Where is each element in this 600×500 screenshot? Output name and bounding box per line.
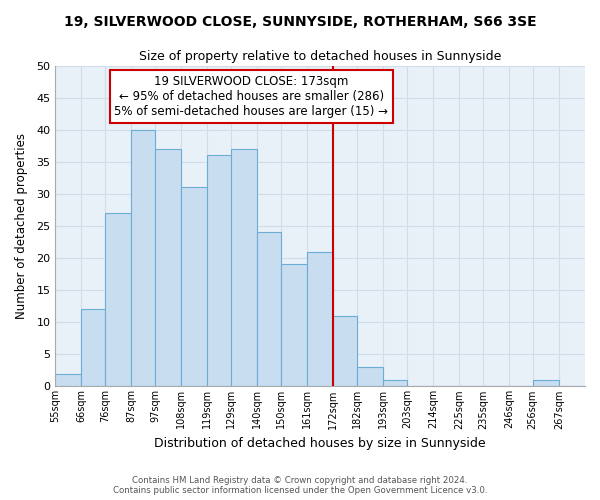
- Bar: [333, 316, 357, 386]
- Y-axis label: Number of detached properties: Number of detached properties: [15, 133, 28, 319]
- Bar: [82, 310, 105, 386]
- Bar: [208, 156, 231, 386]
- Bar: [231, 149, 257, 386]
- Bar: [533, 380, 559, 386]
- X-axis label: Distribution of detached houses by size in Sunnyside: Distribution of detached houses by size …: [154, 437, 486, 450]
- Bar: [383, 380, 407, 386]
- Text: 19, SILVERWOOD CLOSE, SUNNYSIDE, ROTHERHAM, S66 3SE: 19, SILVERWOOD CLOSE, SUNNYSIDE, ROTHERH…: [64, 15, 536, 29]
- Bar: [357, 367, 383, 386]
- Bar: [281, 264, 307, 386]
- Bar: [55, 374, 82, 386]
- Bar: [155, 149, 181, 386]
- Bar: [105, 213, 131, 386]
- Title: Size of property relative to detached houses in Sunnyside: Size of property relative to detached ho…: [139, 50, 502, 63]
- Text: Contains HM Land Registry data © Crown copyright and database right 2024.
Contai: Contains HM Land Registry data © Crown c…: [113, 476, 487, 495]
- Bar: [131, 130, 155, 386]
- Bar: [181, 188, 208, 386]
- Bar: [307, 252, 333, 386]
- Bar: [257, 232, 281, 386]
- Text: 19 SILVERWOOD CLOSE: 173sqm
← 95% of detached houses are smaller (286)
5% of sem: 19 SILVERWOOD CLOSE: 173sqm ← 95% of det…: [115, 75, 388, 118]
